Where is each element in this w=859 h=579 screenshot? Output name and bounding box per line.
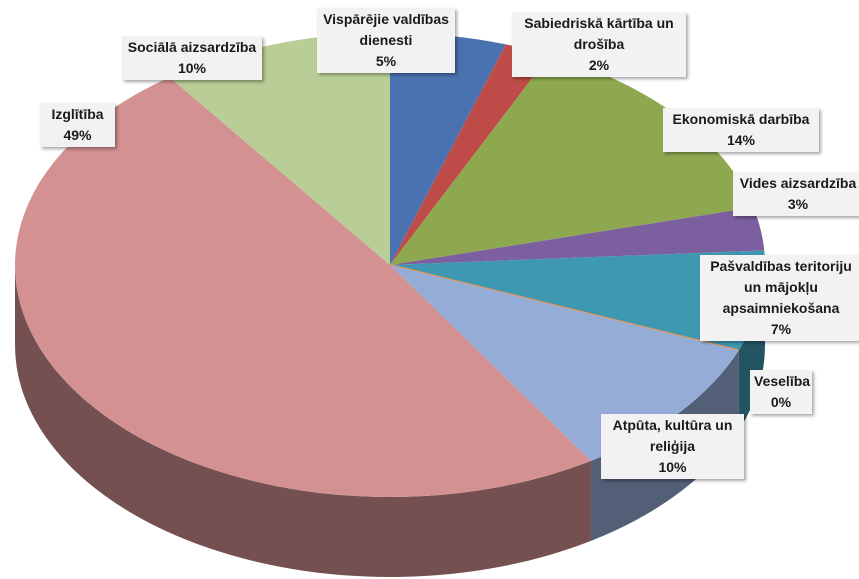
slice xyxy=(390,55,754,265)
label-value: 10% xyxy=(177,60,207,76)
slice-side xyxy=(738,265,765,431)
data-label: Ekonomiskā darbība 14% xyxy=(663,108,819,152)
label-name: Pašvaldības teritoriju un mājokļu apsaim… xyxy=(710,258,852,316)
slice xyxy=(390,44,550,265)
slice xyxy=(390,265,739,461)
label-name: Sociālā aizsardzība xyxy=(127,39,257,55)
label-value: 14% xyxy=(726,132,756,148)
label-value: 7% xyxy=(770,321,792,337)
label-value: 5% xyxy=(375,53,397,69)
label-value: 3% xyxy=(787,196,809,212)
slice xyxy=(390,250,765,351)
data-label: Vispārējie valdības dienesti 5% xyxy=(317,8,455,73)
label-value: 2% xyxy=(588,57,610,73)
label-value: 0% xyxy=(770,394,792,410)
data-label: Sabiedriskā kārtība un drošība 2% xyxy=(512,12,686,77)
data-label: Pašvaldības teritoriju un mājokļu apsaim… xyxy=(700,255,859,341)
label-value: 10% xyxy=(658,459,687,475)
label-name: Izglītība xyxy=(51,106,104,122)
slice-side xyxy=(15,265,591,578)
slice xyxy=(390,207,765,265)
label-name: Vispārējie valdības dienesti xyxy=(323,11,449,48)
label-name: Atpūta, kultūra un reliģija xyxy=(612,417,733,454)
data-label: Vides aizsardzība 3% xyxy=(733,172,859,216)
label-name: Sabiedriskā kārtība un drošība xyxy=(524,15,674,52)
data-label: Izglītība 49% xyxy=(40,103,115,147)
label-name: Vides aizsardzība xyxy=(739,175,857,191)
label-name: Veselība xyxy=(754,373,811,389)
data-label: Atpūta, kultūra un reliģija 10% xyxy=(601,414,744,479)
label-value: 49% xyxy=(63,127,92,143)
slice xyxy=(15,77,591,497)
slice xyxy=(390,33,506,265)
data-label: Veselība 0% xyxy=(750,370,812,414)
label-name: Ekonomiskā darbība xyxy=(672,111,810,127)
data-label: Sociālā aizsardzība 10% xyxy=(122,36,262,80)
slice xyxy=(169,33,390,265)
